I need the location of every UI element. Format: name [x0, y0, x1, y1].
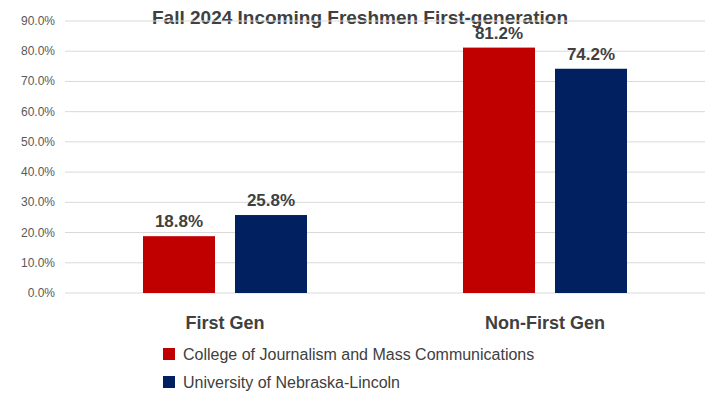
y-tick-label: 80.0%	[21, 44, 55, 58]
y-tick-label: 40.0%	[21, 165, 55, 179]
y-tick-label: 20.0%	[21, 226, 55, 240]
data-label: 81.2%	[475, 24, 523, 43]
bar	[143, 236, 215, 293]
y-tick-label: 10.0%	[21, 256, 55, 270]
y-tick-label: 90.0%	[21, 14, 55, 28]
y-tick-label: 70.0%	[21, 74, 55, 88]
y-tick-label: 50.0%	[21, 135, 55, 149]
data-labels: 18.8% 25.8% 81.2% 74.2%	[155, 24, 615, 232]
data-label: 74.2%	[567, 45, 615, 64]
legend-swatch	[163, 376, 175, 388]
bar	[235, 215, 307, 293]
x-tick-label: First Gen	[185, 313, 264, 333]
y-tick-label: 30.0%	[21, 195, 55, 209]
legend-label: College of Journalism and Mass Communica…	[183, 346, 534, 363]
legend-swatch	[163, 348, 175, 360]
legend: College of Journalism and Mass Communica…	[163, 346, 534, 391]
background	[0, 0, 720, 405]
data-label: 18.8%	[155, 212, 203, 231]
y-tick-label: 0.0%	[28, 286, 56, 300]
bar	[463, 48, 535, 293]
bars	[143, 48, 627, 293]
grid-line	[65, 21, 705, 22]
data-label: 25.8%	[247, 191, 295, 210]
x-tick-label: Non-First Gen	[485, 313, 605, 333]
bar	[555, 69, 627, 293]
y-tick-label: 60.0%	[21, 105, 55, 119]
legend-label: University of Nebraska-Lincoln	[183, 374, 400, 391]
chart: Fall 2024 Incoming Freshmen First-genera…	[0, 0, 720, 405]
